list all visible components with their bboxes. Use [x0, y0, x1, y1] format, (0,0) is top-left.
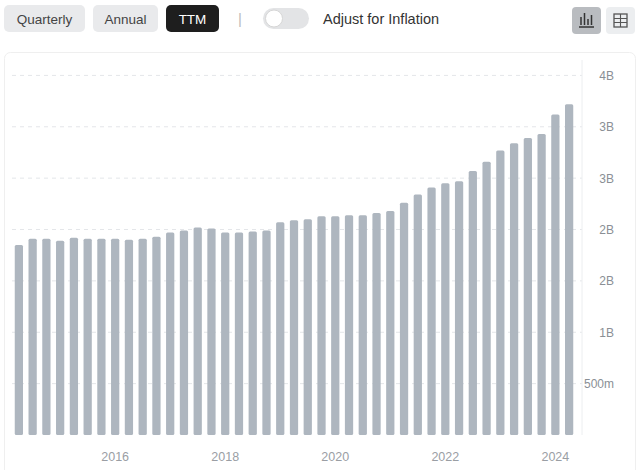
chart-icon [579, 13, 594, 27]
button-label[interactable]: Annual [104, 12, 146, 27]
bar [235, 233, 243, 435]
bar [304, 219, 312, 435]
bar [221, 233, 229, 435]
bar [249, 232, 257, 435]
bar [317, 216, 325, 435]
chart-panel [5, 53, 636, 470]
bar [194, 227, 202, 435]
y-tick-label: 3B [599, 120, 614, 134]
bar [97, 239, 105, 435]
y-tick-label: 2B [599, 223, 614, 237]
separator: | [238, 10, 242, 27]
bar [70, 238, 78, 435]
x-tick-label: 2020 [321, 450, 349, 464]
bar [482, 162, 490, 435]
bar [537, 134, 545, 435]
y-tick-label: 2B [599, 274, 614, 288]
bar [290, 220, 298, 435]
bar [111, 239, 119, 435]
y-tick-label: 4B [599, 69, 614, 83]
bar [469, 171, 477, 435]
toggle-track[interactable] [263, 8, 309, 29]
bar [207, 228, 215, 435]
chart-view-button[interactable] [572, 7, 601, 34]
toggle-label: Adjust for Inflation [323, 11, 439, 27]
bar [29, 239, 37, 435]
bar [427, 187, 435, 435]
bar [180, 231, 188, 435]
bar [441, 183, 449, 435]
bar [414, 195, 422, 435]
button-label[interactable]: TTM [179, 12, 207, 27]
bar [139, 239, 147, 435]
bar [125, 240, 133, 435]
bar [496, 150, 504, 435]
bar [84, 239, 92, 435]
bars [15, 104, 573, 435]
grid-line [12, 75, 582, 76]
bar [56, 241, 64, 435]
bar [276, 222, 284, 435]
axis-line [582, 60, 583, 435]
bar [551, 114, 559, 435]
table-view-button[interactable] [606, 7, 635, 34]
bar [372, 213, 380, 435]
button-label[interactable]: Quarterly [17, 12, 73, 27]
bar [400, 203, 408, 435]
y-tick-label: 1B [599, 326, 614, 340]
period-button[interactable]: TTM [166, 5, 219, 32]
bar [331, 216, 339, 435]
bar [42, 239, 50, 435]
bar [524, 138, 532, 435]
button-bg[interactable] [93, 5, 158, 32]
x-tick-label: 2018 [211, 450, 239, 464]
y-tick-label: 500m [584, 377, 614, 391]
toggle-knob[interactable] [266, 10, 283, 27]
x-tick-label: 2024 [541, 450, 569, 464]
bar [510, 143, 518, 435]
bar [345, 215, 353, 435]
table-icon [614, 14, 627, 27]
icon-path [614, 14, 627, 27]
button-bg[interactable] [4, 5, 85, 32]
grid-line [12, 126, 582, 127]
page: Quarterly Annual TTM | Adjust for Inflation 5… [0, 0, 640, 470]
bar [565, 104, 573, 435]
bar [359, 215, 367, 435]
bar [386, 211, 394, 435]
bar [455, 181, 463, 435]
period-button[interactable]: Annual [93, 5, 158, 32]
icon-frame [614, 14, 627, 27]
icon-path [579, 13, 594, 27]
bar [262, 231, 270, 435]
button-bg[interactable] [166, 5, 219, 32]
bar [152, 237, 160, 435]
bar [15, 245, 23, 435]
y-tick-label: 3B [599, 172, 614, 186]
bar [166, 233, 174, 435]
x-tick-label: 2022 [431, 450, 459, 464]
period-button[interactable]: Quarterly [4, 5, 85, 32]
x-tick-label: 2016 [101, 450, 129, 464]
